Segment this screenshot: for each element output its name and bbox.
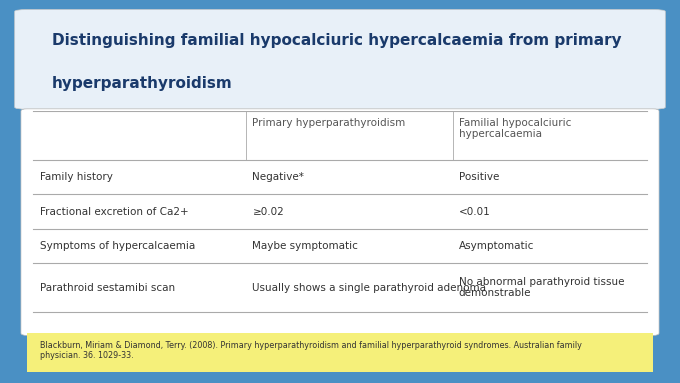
Text: Maybe symptomatic: Maybe symptomatic — [252, 241, 358, 251]
Text: Asymptomatic: Asymptomatic — [459, 241, 534, 251]
Text: No abnormal parathyroid tissue
demonstrable: No abnormal parathyroid tissue demonstra… — [459, 277, 624, 298]
Text: Primary hyperparathyroidism: Primary hyperparathyroidism — [252, 118, 406, 128]
FancyBboxPatch shape — [21, 109, 659, 336]
Text: Symptoms of hypercalcaemia: Symptoms of hypercalcaemia — [39, 241, 195, 251]
Text: Family history: Family history — [39, 172, 113, 182]
Text: Negative*: Negative* — [252, 172, 304, 182]
Text: Blackburn, Miriam & Diamond, Terry. (2008). Primary hyperparathyroidism and fami: Blackburn, Miriam & Diamond, Terry. (200… — [39, 341, 581, 360]
Text: Familial hypocalciuric
hypercalcaemia: Familial hypocalciuric hypercalcaemia — [459, 118, 571, 139]
Text: ≥0.02: ≥0.02 — [252, 206, 284, 217]
Text: Fractional excretion of Ca2+: Fractional excretion of Ca2+ — [39, 206, 188, 217]
Text: <0.01: <0.01 — [459, 206, 490, 217]
Text: Usually shows a single parathyroid adenoma: Usually shows a single parathyroid adeno… — [252, 283, 486, 293]
FancyBboxPatch shape — [15, 10, 665, 109]
FancyBboxPatch shape — [27, 333, 653, 372]
Text: Positive: Positive — [459, 172, 499, 182]
Text: Parathroid sestamibi scan: Parathroid sestamibi scan — [39, 283, 175, 293]
Text: Distinguishing familial hypocalciuric hypercalcaemia from primary: Distinguishing familial hypocalciuric hy… — [52, 33, 622, 48]
Text: hyperparathyroidism: hyperparathyroidism — [52, 76, 233, 91]
